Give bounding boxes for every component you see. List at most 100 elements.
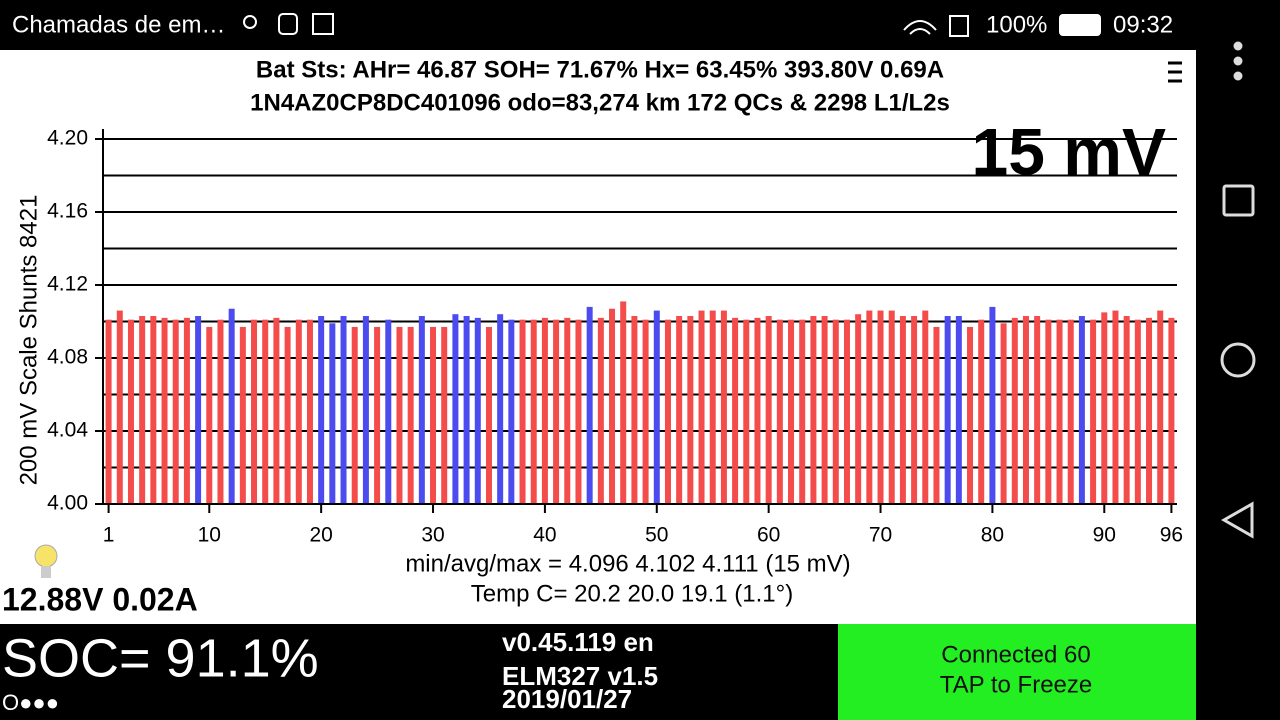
bar [877, 310, 884, 504]
y-tick-label: 4.20 [47, 127, 88, 150]
bar [1112, 310, 1119, 504]
bar [765, 316, 772, 504]
bar [955, 316, 962, 504]
bar [228, 308, 235, 504]
bar [362, 316, 369, 504]
bar [206, 326, 213, 504]
bar [172, 319, 179, 504]
bar [564, 317, 571, 504]
bar [1000, 323, 1007, 504]
bar [1168, 317, 1175, 504]
bar [508, 319, 515, 504]
bar [788, 319, 795, 504]
adapter-version: ELM327 v1.5 [502, 661, 658, 691]
bar [139, 316, 146, 504]
bar [620, 301, 627, 504]
bar [642, 319, 649, 504]
status-dots: O●●● [2, 690, 59, 715]
x-tick-label: 70 [869, 524, 892, 547]
bar [631, 316, 638, 504]
bar [150, 316, 157, 504]
bar [832, 319, 839, 504]
bar [116, 310, 123, 504]
y-axis-label: 200 mV Scale Shunts 8421 [15, 195, 42, 486]
bar [653, 310, 660, 504]
bar [1034, 316, 1041, 504]
bar [1011, 317, 1018, 504]
bar [1134, 319, 1141, 504]
x-tick-label: 90 [1093, 524, 1116, 547]
bar [374, 326, 381, 504]
bar [933, 326, 940, 504]
bar [743, 319, 750, 504]
bar [195, 316, 202, 504]
soc: SOC= 91.1% [2, 628, 319, 688]
bar [732, 317, 739, 504]
bar [821, 316, 828, 504]
bar [866, 310, 873, 504]
bar [1157, 310, 1164, 504]
bar [676, 316, 683, 504]
bar [1067, 319, 1074, 504]
notification-title: Chamadas de em… [12, 11, 225, 38]
bar [396, 326, 403, 504]
vehicle-info: 1N4AZ0CP8DC401096 odo=83,274 km 172 QCs … [250, 89, 950, 116]
aux-battery: 12.88V 0.02A [2, 581, 198, 617]
bar [273, 317, 280, 504]
bar [430, 326, 437, 504]
bar [105, 319, 112, 504]
bar [340, 316, 347, 504]
bar [385, 319, 392, 504]
status-icons [243, 13, 1101, 37]
bar [329, 323, 336, 504]
x-tick-label: 10 [198, 524, 221, 547]
bar [967, 326, 974, 504]
bar [474, 317, 481, 504]
bar [989, 306, 996, 504]
spread-annotation: 15 mV [972, 114, 1166, 188]
battery-status: Bat Sts: AHr= 46.87 SOH= 71.67% Hx= 63.4… [256, 56, 944, 83]
bar [810, 316, 817, 504]
connection-button[interactable] [838, 624, 1196, 720]
y-tick-label: 4.12 [47, 273, 88, 296]
bar [262, 319, 269, 504]
bar [463, 316, 470, 504]
bar [530, 319, 537, 504]
nav-bar[interactable] [1220, 41, 1256, 539]
menu-icon[interactable] [1168, 61, 1182, 83]
clock: 09:32 [1113, 11, 1173, 38]
bar [541, 317, 548, 504]
y-tick-label: 4.08 [47, 346, 88, 369]
bar [1101, 312, 1108, 504]
bar [485, 326, 492, 504]
bar [922, 310, 929, 504]
x-tick-label: 30 [421, 524, 444, 547]
bar [709, 310, 716, 504]
bar [609, 308, 616, 504]
bar [1045, 319, 1052, 504]
bar [183, 317, 190, 504]
bar [799, 319, 806, 504]
bar [597, 317, 604, 504]
bar [441, 326, 448, 504]
freeze-hint: TAP to Freeze [940, 671, 1093, 698]
bar [586, 306, 593, 504]
bar [251, 319, 258, 504]
bar [776, 319, 783, 504]
bar [1090, 319, 1097, 504]
bar [161, 317, 168, 504]
x-tick-label: 96 [1160, 524, 1183, 547]
x-tick-label: 20 [309, 524, 332, 547]
bar [553, 319, 560, 504]
bar [944, 316, 951, 504]
bar [1146, 317, 1153, 504]
bar [306, 319, 313, 504]
bar [843, 319, 850, 504]
connection-status: Connected 60 [941, 641, 1090, 668]
bulb-icon [34, 544, 58, 578]
y-tick-label: 4.16 [47, 200, 88, 223]
x-tick-label: 80 [981, 524, 1004, 547]
app-version: v0.45.119 en [502, 627, 654, 657]
temperature: Temp C= 20.2 20.0 19.1 (1.1°) [471, 580, 793, 607]
